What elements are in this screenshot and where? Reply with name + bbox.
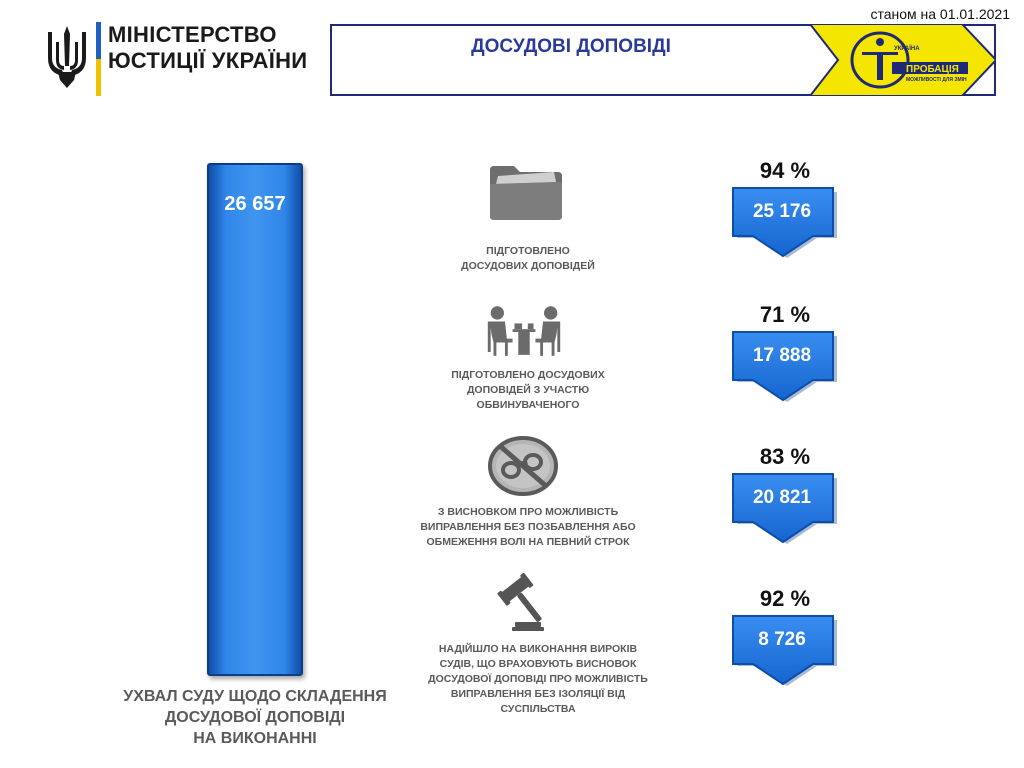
item-label-line: ДОПОВІДЕЙ З УЧАСТЮ [466, 384, 590, 396]
percent-label: 71 % [759, 302, 811, 327]
percent-label: 83 % [759, 444, 811, 469]
ministry-name: МІНІСТЕРСТВО ЮСТИЦІЇ УКРАЇНИ [108, 22, 307, 74]
meeting-icon [487, 306, 561, 356]
value-text: 17 888 [752, 345, 812, 366]
value-badge: 8 726 [731, 614, 839, 686]
logo-text-top: УКРАЇНА [894, 45, 920, 52]
page-title: ДОСУДОВІ ДОПОВІДІ [471, 36, 671, 57]
item-label-line: ПІДГОТОВЛЕНО [486, 245, 570, 257]
value-badge: 17 888 [731, 330, 839, 402]
item-label-line: З ВИСНОВКОМ ПРО МОЖЛИВІСТЬ [437, 506, 619, 518]
flag-bar [96, 22, 101, 96]
item-label-line: ДОСУДОВИХ ДОПОВІДЕЙ [461, 260, 595, 272]
item-label-line: ОБМЕЖЕННЯ ВОЛІ НА ПЕВНИЙ СТРОК [426, 536, 630, 548]
item-label-line: СУСПІЛЬСТВА [500, 703, 576, 715]
ministry-name-line1: МІНІСТЕРСТВО [108, 22, 277, 47]
value-text: 25 176 [752, 201, 812, 222]
no-handcuffs-icon [488, 436, 558, 496]
item-label-line: ДОСУДОВОЇ ДОПОВІДІ ПРО МОЖЛИВІСТЬ [428, 673, 648, 685]
probation-logo: УКРАЇНА ПРОБАЦІЯ МОЖЛИВОСТІ ДЛЯ ЗМІН [810, 24, 996, 96]
item-label-line: ВИПРАВЛЕННЯ БЕЗ ПОЗБАВЛЕННЯ АБО [420, 521, 636, 533]
item-label-line: СУДІВ, ЩО ВРАХОВУЮТЬ ВИСНОВОК [439, 658, 637, 670]
total-caption-line1: УХВАЛ СУДУ ЩОДО СКЛАДЕННЯ [123, 688, 387, 705]
value-text: 8 726 [758, 629, 806, 650]
item-label-with-accused: ПІДГОТОВЛЕНО ДОСУДОВИХ ДОПОВІДЕЙ З УЧАСТ… [398, 368, 658, 413]
item-label-line: ВИПРАВЛЕННЯ БЕЗ ІЗОЛЯЦІЇ ВІД [450, 688, 626, 700]
trident-emblem-icon [48, 26, 86, 88]
item-label-prepared: ПІДГОТОВЛЕНО ДОСУДОВИХ ДОПОВІДЕЙ [398, 244, 658, 274]
value-badge: 20 821 [731, 472, 839, 544]
folder-icon [490, 166, 562, 220]
total-caption: УХВАЛ СУДУ ЩОДО СКЛАДЕННЯ ДОСУДОВОЇ ДОПО… [100, 686, 410, 749]
total-bar [207, 163, 303, 676]
percent-label: 94 % [759, 158, 811, 183]
gavel-icon [497, 572, 544, 631]
percent-label: 92 % [759, 586, 811, 611]
value-text: 20 821 [752, 487, 812, 508]
item-label-sentences: НАДІЙШЛО НА ВИКОНАННЯ ВИРОКІВ СУДІВ, ЩО … [393, 642, 683, 717]
item-label-line: ПІДГОТОВЛЕНО ДОСУДОВИХ [451, 369, 605, 381]
item-label-conclusion: З ВИСНОВКОМ ПРО МОЖЛИВІСТЬ ВИПРАВЛЕННЯ Б… [393, 505, 663, 550]
logo-text-sub: МОЖЛИВОСТІ ДЛЯ ЗМІН [906, 77, 967, 83]
ministry-name-line2: ЮСТИЦІЇ УКРАЇНИ [108, 48, 308, 73]
item-label-line: ОБВИНУВАЧЕНОГО [476, 399, 580, 411]
date-label: станом на 01.01.2021 [870, 6, 1010, 22]
total-caption-line3: НА ВИКОНАННІ [193, 730, 317, 747]
value-badge: 25 176 [731, 186, 839, 258]
total-value: 26 657 [224, 193, 286, 215]
total-caption-line2: ДОСУДОВОЇ ДОПОВІДІ [164, 709, 346, 726]
item-label-line: НАДІЙШЛО НА ВИКОНАННЯ ВИРОКІВ [438, 643, 638, 655]
logo-text-main: ПРОБАЦІЯ [906, 64, 959, 75]
